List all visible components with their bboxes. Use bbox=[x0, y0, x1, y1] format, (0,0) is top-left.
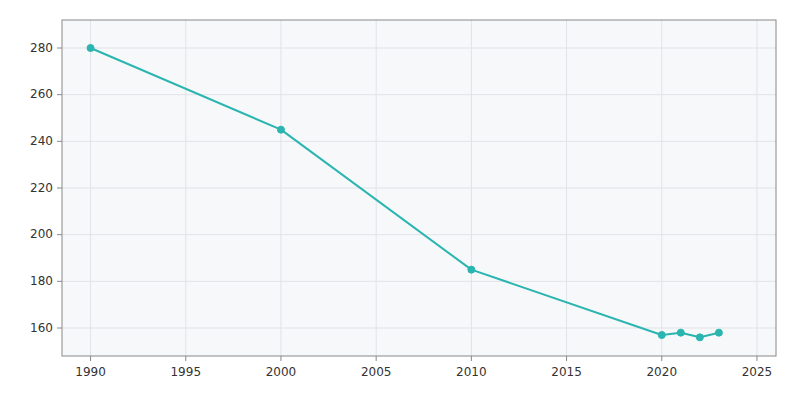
x-tick-label: 2005 bbox=[361, 365, 392, 379]
y-tick bbox=[57, 48, 62, 49]
x-tick-label: 2000 bbox=[266, 365, 297, 379]
x-tick-label: 2025 bbox=[742, 365, 773, 379]
grid bbox=[57, 20, 776, 361]
plot-background bbox=[62, 20, 776, 356]
point bbox=[715, 329, 722, 336]
x-tick bbox=[661, 356, 662, 361]
y-tick bbox=[57, 94, 62, 95]
x-tick-label: 2015 bbox=[551, 365, 582, 379]
y-tick-label: 160 bbox=[30, 321, 53, 335]
y-grid-line bbox=[62, 281, 776, 282]
y-tick-label: 260 bbox=[30, 87, 53, 101]
point bbox=[677, 329, 684, 336]
point bbox=[468, 266, 475, 273]
y-tick bbox=[57, 281, 62, 282]
chart-container: 1990 1995 2000 2005 2010 2015 2020 2025 160 180 20… bbox=[0, 0, 800, 400]
y-tick bbox=[57, 234, 62, 235]
y-tick-label: 280 bbox=[30, 41, 53, 55]
x-tick bbox=[756, 356, 757, 361]
y-grid-line bbox=[62, 48, 776, 49]
point bbox=[277, 126, 284, 133]
chart-svg: 1990 1995 2000 2005 2010 2015 2020 2025 160 180 20… bbox=[0, 0, 800, 400]
y-tick bbox=[57, 141, 62, 142]
y-tick-label: 220 bbox=[30, 181, 53, 195]
y-tick-label: 180 bbox=[30, 274, 53, 288]
x-tick bbox=[185, 356, 186, 361]
x-tick-label: 2010 bbox=[456, 365, 487, 379]
point bbox=[87, 45, 94, 52]
y-grid-line bbox=[62, 234, 776, 235]
y-grid-line bbox=[62, 94, 776, 95]
point bbox=[658, 332, 665, 339]
x-tick-label: 1990 bbox=[75, 365, 106, 379]
y-tick-label: 240 bbox=[30, 134, 53, 148]
line bbox=[91, 48, 719, 337]
x-tick bbox=[90, 356, 91, 361]
y-grid-line bbox=[62, 141, 776, 142]
x-tick bbox=[471, 356, 472, 361]
y-tick bbox=[57, 188, 62, 189]
y-tick-label: 200 bbox=[30, 227, 53, 241]
series bbox=[87, 45, 722, 341]
plot-frame bbox=[62, 20, 776, 356]
x-tick-label: 1995 bbox=[170, 365, 201, 379]
x-tick bbox=[376, 356, 377, 361]
x-tick-label: 2020 bbox=[646, 365, 677, 379]
tick-labels: 1990 1995 2000 2005 2010 2015 2020 2025 160 180 20… bbox=[30, 41, 772, 380]
x-tick bbox=[280, 356, 281, 361]
y-grid-line bbox=[62, 328, 776, 329]
y-tick bbox=[57, 328, 62, 329]
point bbox=[696, 334, 703, 341]
x-tick bbox=[566, 356, 567, 361]
y-grid-line bbox=[62, 188, 776, 189]
